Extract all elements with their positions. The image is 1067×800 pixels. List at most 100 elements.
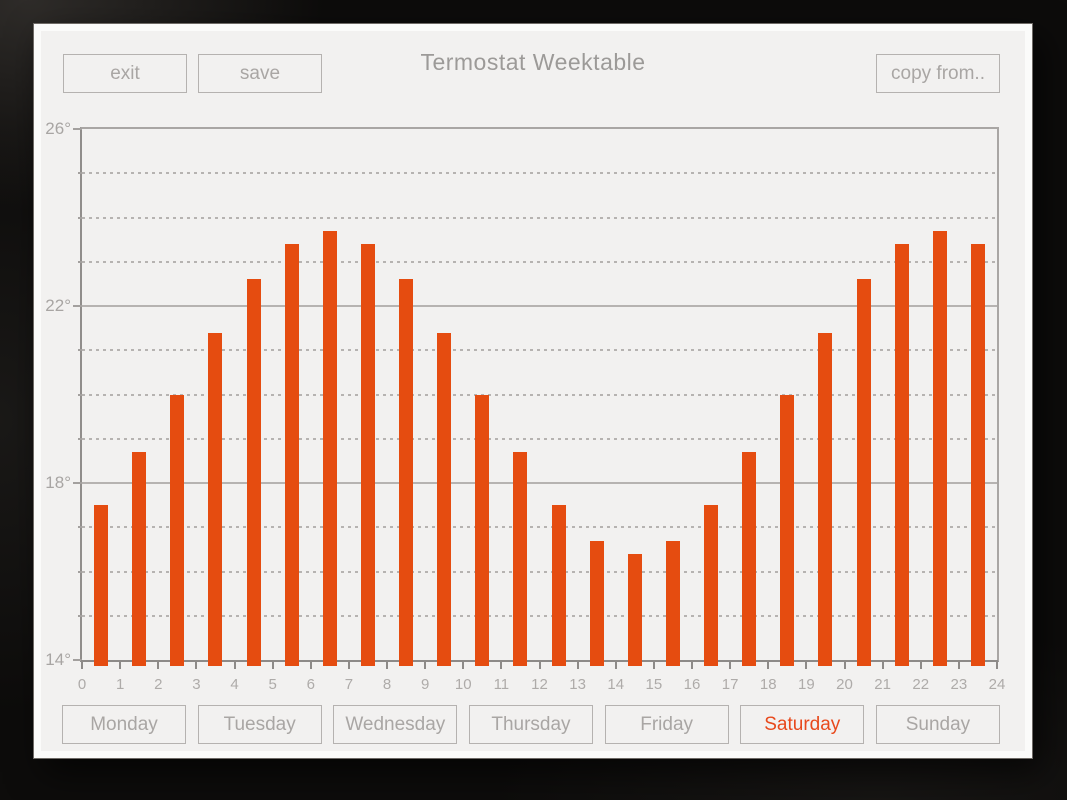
day-tab-wednesday[interactable]: Wednesday — [333, 705, 458, 744]
gridline-dashed — [82, 526, 997, 529]
day-tab-friday[interactable]: Friday — [604, 705, 729, 744]
x-axis-tick-label: 5 — [268, 676, 277, 693]
gridline-dashed — [82, 614, 997, 617]
temperature-bar-hour-10[interactable] — [475, 394, 490, 666]
x-axis-tick-label: 14 — [607, 676, 625, 693]
temperature-bar-hour-4[interactable] — [246, 279, 261, 666]
gridline-dashed — [82, 393, 997, 396]
x-axis-tick-label: 6 — [306, 676, 315, 693]
temperature-bar-hour-17[interactable] — [742, 452, 757, 666]
x-tick — [729, 660, 732, 669]
temperature-bar-hour-22[interactable] — [932, 230, 947, 666]
x-axis-tick-label: 8 — [382, 676, 392, 693]
copy-from-button[interactable]: copy from.. — [876, 54, 1000, 93]
x-tick — [81, 660, 83, 669]
x-tick — [195, 660, 198, 669]
x-axis-tick-label: 21 — [874, 676, 891, 693]
temperature-bar-hour-18[interactable] — [780, 394, 795, 666]
temperature-bar-hour-15[interactable] — [665, 540, 680, 666]
x-tick — [386, 660, 388, 669]
temperature-bar-hour-14[interactable] — [627, 553, 642, 666]
temperature-bar-hour-0[interactable] — [94, 505, 109, 666]
x-axis-tick-label: 16 — [683, 676, 701, 693]
x-tick — [614, 660, 617, 669]
x-tick — [957, 660, 960, 669]
x-axis-tick-label: 2 — [154, 676, 163, 693]
x-tick — [119, 660, 122, 669]
y-axis-tick-label: 18° — [45, 473, 71, 492]
temperature-bar-hour-5[interactable] — [284, 244, 299, 666]
x-axis-tick-label: 4 — [230, 676, 239, 693]
x-tick — [233, 660, 236, 669]
temperature-bar-hour-12[interactable] — [551, 505, 566, 666]
temperature-bar-hour-3[interactable] — [208, 332, 223, 666]
x-tick — [157, 660, 160, 669]
x-tick — [805, 660, 808, 669]
temperature-bar-hour-9[interactable] — [437, 332, 452, 666]
y-tick — [78, 349, 82, 352]
gridline-dashed — [82, 216, 997, 219]
day-tab-saturday[interactable]: Saturday — [740, 705, 865, 744]
gridline-dashed — [82, 172, 997, 175]
y-tick — [78, 526, 82, 529]
x-axis-tick-label: 18 — [759, 676, 777, 693]
y-axis-tick-label: 26° — [45, 119, 71, 138]
temperature-bar-hour-1[interactable] — [132, 452, 147, 666]
y-axis-tick-label: 14° — [45, 650, 71, 669]
temperature-bar-hour-11[interactable] — [513, 452, 528, 666]
x-axis-tick-label: 20 — [836, 676, 853, 693]
day-tab-monday[interactable]: Monday — [62, 705, 186, 744]
y-tick — [73, 482, 82, 484]
y-tick — [73, 659, 82, 661]
temperature-bar-hour-20[interactable] — [856, 279, 871, 666]
x-axis-tick-label: 12 — [531, 676, 548, 693]
x-tick — [691, 660, 693, 669]
x-tick — [767, 660, 770, 669]
x-tick — [309, 660, 312, 669]
gridline-solid — [82, 482, 997, 484]
temperature-bar-hour-16[interactable] — [704, 505, 719, 666]
x-axis-tick-label: 15 — [645, 676, 663, 693]
x-axis-tick-label: 22 — [912, 676, 930, 693]
y-tick — [78, 570, 82, 573]
y-tick — [78, 216, 82, 219]
x-tick — [843, 660, 846, 669]
temperature-bar-hour-8[interactable] — [399, 279, 414, 666]
x-axis-tick-label: 3 — [192, 676, 201, 693]
temperature-bar-hour-21[interactable] — [894, 244, 909, 666]
gridline-dashed — [82, 570, 997, 573]
x-axis-tick-label: 11 — [493, 676, 510, 693]
temperature-bar-hour-19[interactable] — [818, 332, 833, 666]
gridline-dashed — [82, 437, 997, 440]
y-axis-tick-label: 22° — [45, 296, 71, 315]
exit-button[interactable]: exit — [63, 54, 187, 93]
x-axis-tick-label: 10 — [454, 676, 472, 693]
save-button[interactable]: save — [198, 54, 322, 93]
x-axis-tick-label: 7 — [344, 676, 354, 693]
x-axis-tick-label: 13 — [569, 676, 586, 693]
temperature-bar-hour-7[interactable] — [360, 244, 375, 666]
day-tab-thursday[interactable]: Thursday — [468, 705, 593, 744]
gridline-dashed — [82, 349, 997, 352]
y-tick — [78, 172, 82, 175]
x-axis-tick-label: 24 — [988, 676, 1006, 693]
day-tab-sunday[interactable]: Sunday — [875, 705, 1000, 744]
x-tick — [538, 660, 541, 669]
x-tick — [500, 660, 503, 669]
x-axis-tick-label: 19 — [798, 676, 815, 693]
temperature-bar-hour-23[interactable] — [970, 244, 985, 666]
x-axis-tick-label: 17 — [721, 676, 739, 693]
x-axis-tick-label: 23 — [950, 676, 968, 693]
day-tab-tuesday[interactable]: Tuesday — [197, 705, 322, 744]
y-tick — [73, 305, 82, 307]
temperature-bar-hour-2[interactable] — [170, 394, 185, 666]
x-tick — [462, 660, 465, 669]
x-axis-tick-label: 0 — [77, 676, 87, 693]
x-tick — [271, 660, 274, 669]
weektable-chart[interactable]: 26° 22° 18° 14° 0 1 2 3 4 5 6 7 8 9 10 11 12 13 14 15 16 17 18… — [45, 119, 1005, 693]
y-tick — [78, 437, 82, 440]
temperature-bar-hour-6[interactable] — [322, 230, 337, 666]
x-tick — [881, 660, 884, 669]
temperature-bar-hour-13[interactable] — [589, 540, 604, 666]
